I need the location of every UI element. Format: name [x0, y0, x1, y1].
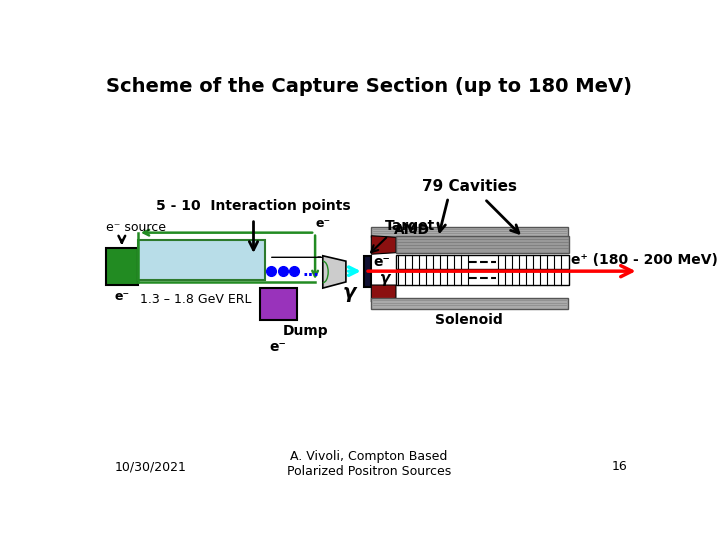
Text: A. Vivoli, Compton Based
Polarized Positron Sources: A. Vivoli, Compton Based Polarized Posit… [287, 450, 451, 478]
Polygon shape [372, 285, 396, 302]
Text: ...: ... [302, 264, 319, 279]
Text: 10/30/2021: 10/30/2021 [115, 460, 186, 473]
Text: 16: 16 [611, 460, 627, 473]
Text: e⁻: e⁻ [270, 340, 287, 354]
Text: Scheme of the Capture Section (up to 180 MeV): Scheme of the Capture Section (up to 180… [106, 77, 632, 96]
Bar [106, 248, 138, 285]
Text: e⁻ source: e⁻ source [106, 221, 166, 234]
Bar [260, 288, 297, 320]
Bar [396, 255, 570, 269]
Text: e⁺ (180 - 200 MeV): e⁺ (180 - 200 MeV) [571, 253, 718, 267]
Bar [372, 226, 567, 237]
Text: e⁻: e⁻ [374, 255, 390, 269]
Text: Target: Target [384, 219, 435, 233]
Polygon shape [372, 236, 396, 254]
Text: Dump: Dump [283, 323, 328, 338]
Text: 79 Cavities: 79 Cavities [422, 179, 517, 194]
Text: Solenoid: Solenoid [435, 313, 503, 327]
Polygon shape [323, 256, 346, 288]
Text: 1.3 – 1.8 GeV ERL: 1.3 – 1.8 GeV ERL [140, 293, 252, 306]
Text: γ: γ [343, 283, 356, 302]
Bar [364, 256, 372, 287]
Bar [396, 236, 570, 253]
Text: 5 - 10  Interaction points: 5 - 10 Interaction points [156, 199, 351, 213]
Text: e⁻: e⁻ [114, 289, 130, 302]
Text: AMD: AMD [394, 223, 430, 237]
Bar [138, 240, 265, 280]
Bar [396, 271, 570, 285]
Text: e⁻: e⁻ [316, 217, 331, 231]
Text: γ: γ [380, 271, 390, 286]
Bar [372, 298, 567, 309]
